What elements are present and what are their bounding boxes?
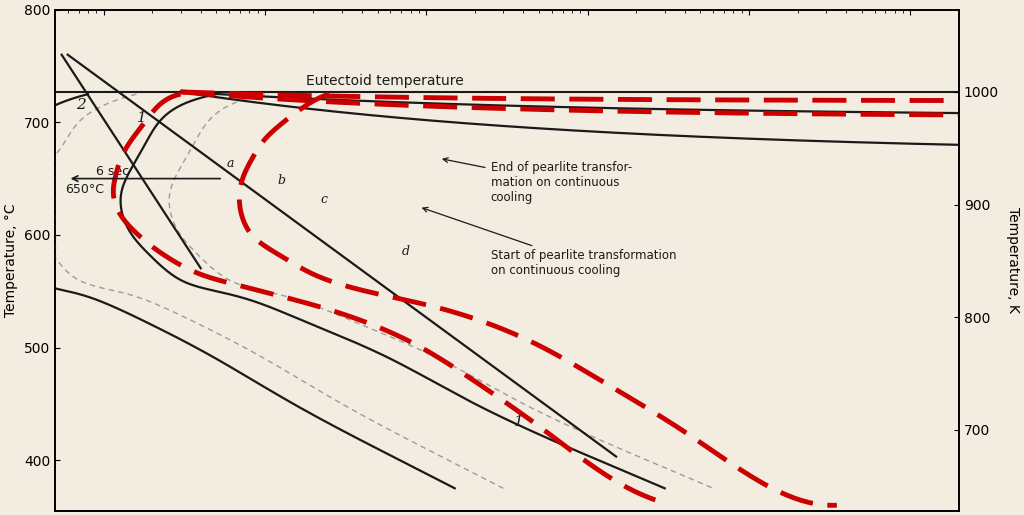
Text: Start of pearlite transformation
on continuous cooling: Start of pearlite transformation on cont… bbox=[423, 208, 676, 278]
Text: 6 sec: 6 sec bbox=[96, 165, 129, 178]
Text: d: d bbox=[401, 245, 410, 258]
Y-axis label: Temperature, K: Temperature, K bbox=[1006, 208, 1020, 313]
Text: a: a bbox=[226, 158, 234, 170]
Text: c: c bbox=[321, 193, 328, 207]
Text: 650°C: 650°C bbox=[66, 183, 104, 196]
Text: Eutectoid temperature: Eutectoid temperature bbox=[306, 74, 464, 88]
Text: End of pearlite transfor-
mation on continuous
cooling: End of pearlite transfor- mation on cont… bbox=[443, 158, 632, 204]
Text: 1: 1 bbox=[514, 416, 524, 430]
Text: b: b bbox=[278, 174, 286, 187]
Y-axis label: Temperature, °C: Temperature, °C bbox=[4, 203, 18, 317]
Text: 1: 1 bbox=[136, 111, 146, 125]
Text: 2: 2 bbox=[77, 98, 86, 112]
